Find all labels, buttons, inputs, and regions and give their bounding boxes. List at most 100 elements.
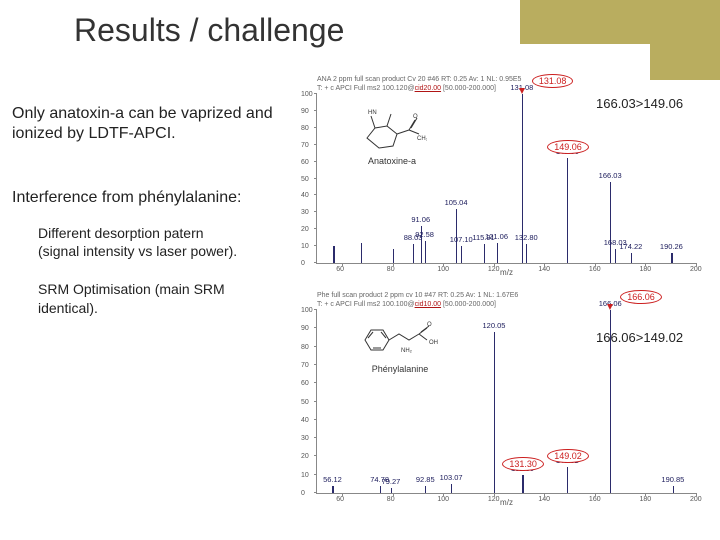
x-tick: [645, 493, 646, 496]
y-tick: [314, 228, 317, 229]
x-tick-label: 200: [690, 496, 702, 503]
mass-spectrum-top: ANA 2 ppm full scan product Cv 20 #46 RT…: [316, 94, 696, 264]
x-tick: [645, 263, 646, 266]
y-tick-label: 10: [301, 472, 309, 479]
spectrum-peak: [484, 244, 485, 263]
highlight-oval: 131.30: [502, 457, 544, 471]
y-tick: [314, 93, 317, 94]
y-tick: [314, 346, 317, 347]
y-tick: [314, 144, 317, 145]
svg-text:HN: HN: [368, 110, 377, 116]
chart-top-xlabel: m/z: [500, 268, 513, 277]
paragraph-interference-heading: Interference from phénylalanine:: [12, 188, 278, 208]
anatoxin-structure-label: Anatoxine-a: [357, 156, 427, 166]
peak-label: 190.26: [660, 242, 683, 251]
x-tick: [494, 263, 495, 266]
highlight-oval: 166.06: [620, 290, 662, 304]
x-tick-label: 60: [336, 266, 344, 273]
chart-top-header1: ANA 2 ppm full scan product Cv 20 #46 RT…: [317, 76, 521, 84]
y-tick-label: 40: [301, 417, 309, 424]
x-tick-label: 120: [488, 496, 500, 503]
peak-label: 103.07: [440, 473, 463, 482]
srm-label-bottom: 166.06>149.02: [596, 330, 683, 345]
y-tick-label: 0: [301, 260, 305, 267]
y-tick: [314, 110, 317, 111]
x-tick-label: 160: [589, 496, 601, 503]
y-tick-label: 100: [301, 307, 313, 314]
y-tick: [314, 419, 317, 420]
left-text-column: Only anatoxin-a can be vaprized and ioni…: [12, 104, 278, 317]
spectrum-peak: [332, 486, 333, 493]
x-tick-label: 140: [538, 266, 550, 273]
peak-label: 120.05: [483, 321, 506, 330]
title-accent-bar-2: [650, 44, 720, 80]
spectrum-peak: [333, 246, 334, 263]
highlight-oval: 149.02: [547, 449, 589, 463]
y-tick: [314, 161, 317, 162]
peak-label: 132.80: [515, 233, 538, 242]
y-tick: [314, 178, 317, 179]
spectrum-peak: [494, 332, 495, 493]
y-tick-label: 70: [301, 142, 309, 149]
peak-label: 105.04: [445, 198, 468, 207]
x-tick: [342, 493, 343, 496]
chart-bottom-header1: Phe full scan product 2 ppm cv 10 #47 RT…: [317, 292, 518, 300]
spectrum-peak: [413, 244, 414, 263]
x-tick: [696, 263, 697, 266]
x-tick-label: 160: [589, 266, 601, 273]
x-tick: [443, 263, 444, 266]
spectrum-peak: [425, 486, 426, 493]
x-tick: [393, 493, 394, 496]
peak-label: 92.85: [416, 475, 435, 484]
y-tick: [314, 194, 317, 195]
spectrum-peak: [671, 253, 672, 263]
x-tick: [443, 493, 444, 496]
spectrum-peak: [361, 243, 362, 263]
anatoxin-structure: HN O CH₃ Anatoxine-a: [357, 100, 427, 166]
y-tick: [314, 327, 317, 328]
spectrum-peak: [461, 246, 462, 263]
spectrum-peak: [673, 486, 674, 493]
x-tick-label: 100: [437, 266, 449, 273]
spectrum-peak: [391, 488, 392, 493]
spectrum-peak: [522, 475, 523, 493]
peak-label: 121.06: [485, 232, 508, 241]
peak-label: 91.06: [411, 215, 430, 224]
y-tick-label: 60: [301, 380, 309, 387]
x-tick-label: 140: [538, 496, 550, 503]
y-tick: [314, 364, 317, 365]
y-tick-label: 50: [301, 399, 309, 406]
x-tick: [595, 263, 596, 266]
highlight-oval: 149.06: [547, 140, 589, 154]
svg-text:O: O: [413, 114, 418, 120]
svg-text:OH: OH: [429, 340, 438, 346]
y-tick-label: 30: [301, 209, 309, 216]
spectrum-peak: [610, 182, 611, 263]
peak-label: 56.12: [323, 475, 342, 484]
y-tick: [314, 127, 317, 128]
svg-text:CH₃: CH₃: [417, 136, 427, 142]
y-tick-label: 10: [301, 243, 309, 250]
spectrum-peak: [380, 486, 381, 493]
x-tick: [393, 263, 394, 266]
paragraph-desorption: Different desorption patern (signal inte…: [38, 224, 248, 260]
x-tick-label: 200: [690, 266, 702, 273]
highlight-arrow-icon: [607, 304, 613, 310]
x-tick: [342, 263, 343, 266]
y-tick-label: 100: [301, 91, 313, 98]
phenylalanine-structure-label: Phénylalanine: [357, 364, 443, 374]
x-tick-label: 180: [639, 496, 651, 503]
x-tick: [494, 493, 495, 496]
chart-top-header2-pre: T: + c APCI Full ms2 100.120@: [317, 85, 415, 92]
spectrum-peak: [497, 243, 498, 263]
spectrum-peak: [567, 158, 568, 263]
chart-bottom-header2-cid: cid10.00: [415, 301, 441, 308]
paragraph-srm-opt: SRM Optimisation (main SRM identical).: [38, 280, 248, 316]
x-tick-label: 80: [387, 496, 395, 503]
spectrum-peak: [451, 484, 452, 493]
peak-label: 190.85: [661, 475, 684, 484]
y-tick: [314, 437, 317, 438]
x-tick-label: 180: [639, 266, 651, 273]
chart-bottom-xlabel: m/z: [500, 498, 513, 507]
peak-label: 174.22: [619, 242, 642, 251]
